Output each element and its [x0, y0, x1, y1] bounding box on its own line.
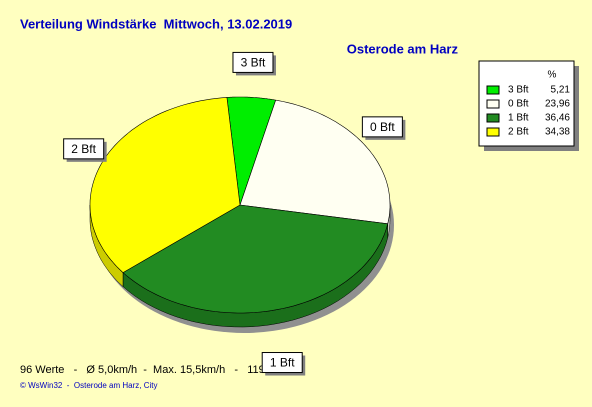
slice-label: 1 Bft	[270, 356, 295, 370]
slice-label: 2 Bft	[71, 142, 96, 156]
legend-swatch	[486, 85, 500, 95]
legend-swatch	[486, 127, 500, 137]
slice	[239, 99, 391, 225]
legend-title: %	[548, 70, 557, 81]
slice	[122, 204, 389, 314]
slice	[89, 97, 241, 273]
legend-label: 1 Bft	[508, 113, 529, 124]
legend-swatch	[486, 99, 500, 109]
label-box	[232, 51, 274, 73]
chart-subtitle: Osterode am Harz	[347, 41, 459, 56]
slice-label: 0 Bft	[370, 120, 395, 134]
label-box	[261, 352, 303, 374]
legend-value: 23,96	[545, 99, 570, 110]
slice	[226, 96, 277, 206]
legend-swatch	[486, 113, 500, 123]
footer-note: 96 Werte - Ø 5,0km/h - Max. 15,5km/h - 1…	[20, 364, 292, 376]
footer-credit: © WsWin32 - Osterode am Harz, City	[20, 381, 157, 390]
legend-label: 0 Bft	[508, 99, 529, 110]
chart-title: Verteilung Windstärke Mittwoch, 13.02.20…	[20, 16, 292, 31]
slice-label: 3 Bft	[241, 56, 266, 70]
legend-value: 36,46	[545, 113, 570, 124]
legend-label: 3 Bft	[508, 85, 529, 96]
legend-value: 5,21	[551, 85, 571, 96]
label-box	[63, 138, 105, 160]
label-box	[361, 116, 403, 138]
legend-label: 2 Bft	[508, 127, 529, 138]
legend-value: 34,38	[545, 127, 570, 138]
